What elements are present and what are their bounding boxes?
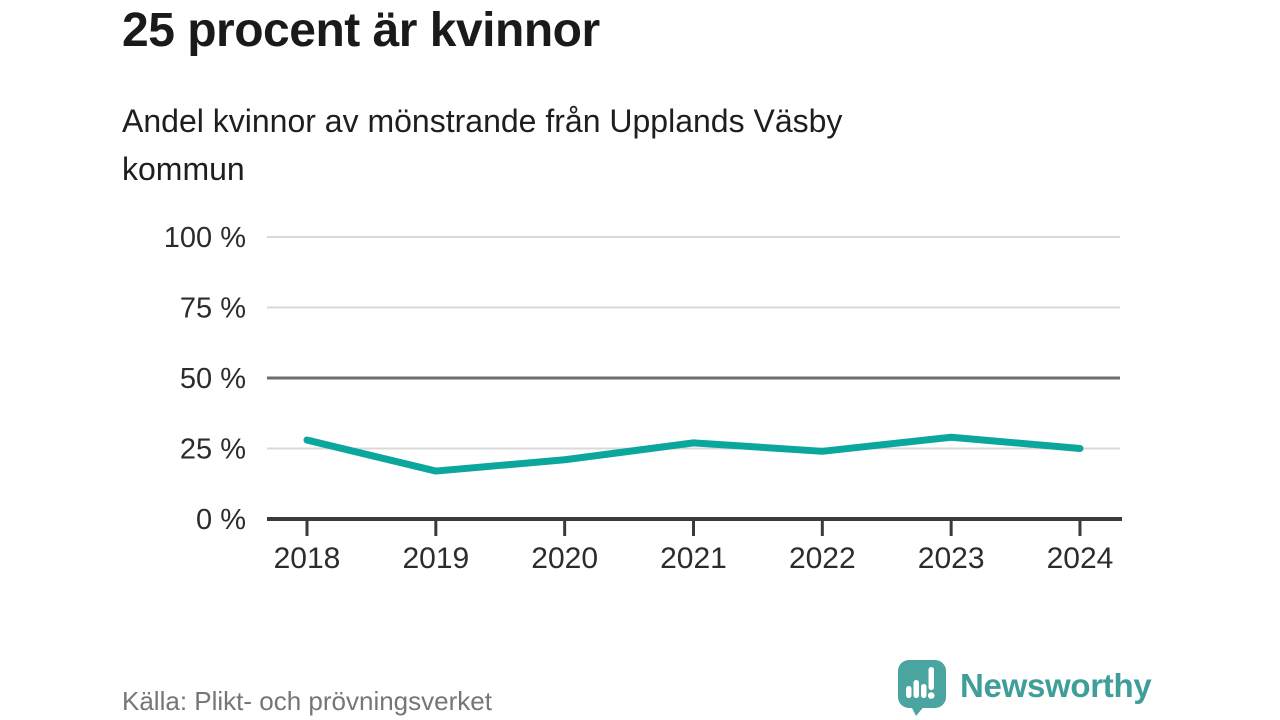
x-axis-label: 2021 <box>660 542 727 575</box>
data-line <box>303 433 1084 475</box>
x-axis-label: 2022 <box>789 542 856 575</box>
x-axis-label: 2024 <box>1047 542 1114 575</box>
newsworthy-logo: Newsworthy <box>897 660 1152 717</box>
x-axis-label: 2019 <box>402 542 469 575</box>
chart-subtitle: Andel kvinnor av mönstrande från Uppland… <box>122 97 842 193</box>
x-axis-label: 2023 <box>918 542 985 575</box>
line-chart: 0 % 25 % 50 % 75 % 100 % 2018 2019 2020 2021 2022… <box>164 222 1122 575</box>
y-axis-label: 0 % <box>196 504 246 536</box>
newsworthy-logo-icon <box>898 660 946 716</box>
chart-subtitle-line2: kommun <box>122 151 245 187</box>
page-title: 25 procent är kvinnor <box>122 4 600 57</box>
y-axis-label: 100 % <box>164 222 246 254</box>
y-axis-label: 25 % <box>180 434 246 466</box>
y-axis-label: 75 % <box>180 293 246 325</box>
y-axis-label: 50 % <box>180 363 246 395</box>
source-note: Källa: Plikt- och prövningsverket <box>122 686 492 716</box>
newsworthy-logo-text: Newsworthy <box>960 667 1152 704</box>
x-axis-label: 2020 <box>531 542 598 575</box>
x-axis-label: 2018 <box>274 542 341 575</box>
chart-subtitle-line1: Andel kvinnor av mönstrande från Uppland… <box>122 103 843 139</box>
